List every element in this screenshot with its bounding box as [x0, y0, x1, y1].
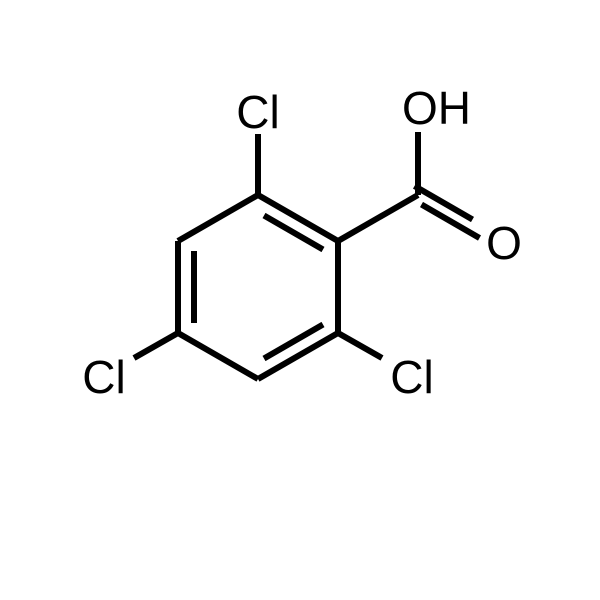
label-oh: OH [402, 82, 471, 134]
bond-c2-c3 [178, 195, 258, 241]
bond-c6-cl [338, 333, 382, 358]
bond-c7-odouble [415, 186, 480, 238]
bond-c1-c2-double [258, 195, 338, 250]
label-cl4: Cl [82, 351, 125, 403]
bond-c1-c2-inner [264, 216, 323, 250]
bond-c5-c6-double [258, 325, 338, 380]
label-cl2: Cl [236, 86, 279, 138]
bond-c1-c7 [338, 195, 418, 241]
structure-canvas: Cl Cl Cl OH O [0, 0, 600, 600]
bond-c5-c6-inner [264, 325, 323, 359]
molecule: Cl Cl Cl OH O [82, 82, 522, 403]
bond-c3-c4-double [178, 241, 194, 333]
label-o: O [486, 217, 522, 269]
label-cl6: Cl [390, 351, 433, 403]
bond-c4-c5 [178, 333, 258, 379]
bond-c4-cl [134, 333, 178, 358]
